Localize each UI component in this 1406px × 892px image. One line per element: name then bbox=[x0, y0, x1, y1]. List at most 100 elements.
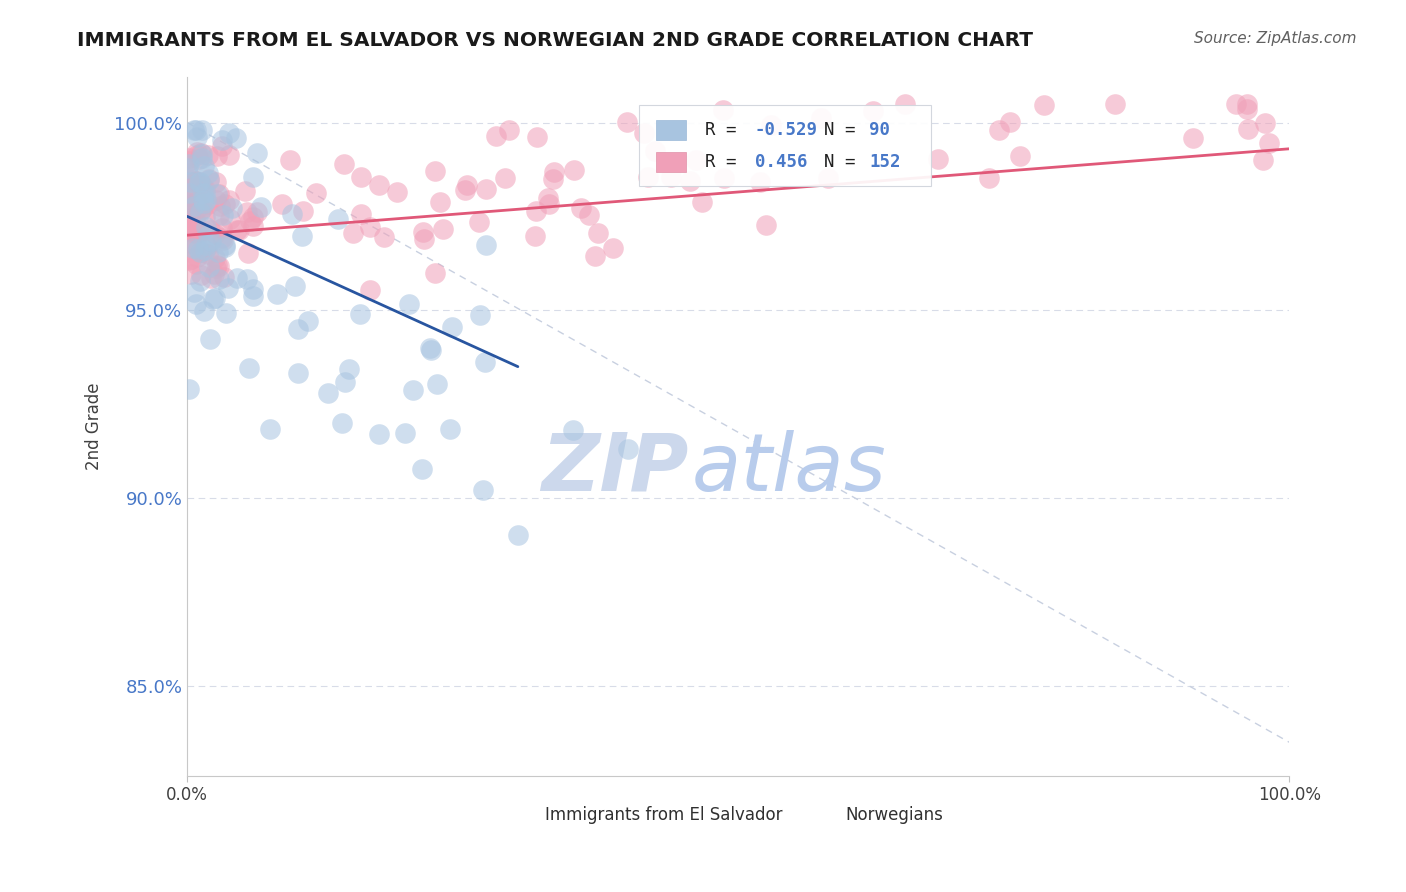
Point bbox=[246, 145, 269, 160]
Point bbox=[194, 194, 217, 208]
Point bbox=[204, 193, 226, 207]
Point bbox=[426, 376, 449, 391]
Point bbox=[412, 225, 434, 239]
Point bbox=[204, 291, 226, 305]
Point bbox=[439, 422, 461, 436]
Point bbox=[586, 226, 609, 240]
Point bbox=[214, 196, 236, 211]
Point bbox=[494, 170, 516, 185]
Point bbox=[474, 355, 496, 369]
Text: Immigrants from El Salvador: Immigrants from El Salvador bbox=[546, 806, 783, 824]
Point bbox=[1010, 149, 1032, 163]
Point bbox=[239, 214, 262, 228]
Point bbox=[537, 197, 560, 211]
Point bbox=[685, 153, 707, 167]
Point bbox=[180, 235, 202, 250]
Text: N =: N = bbox=[824, 153, 856, 171]
Text: Source: ZipAtlas.com: Source: ZipAtlas.com bbox=[1194, 31, 1357, 46]
Point bbox=[367, 178, 389, 192]
Point bbox=[208, 209, 231, 223]
Point bbox=[190, 145, 212, 160]
Point bbox=[287, 322, 309, 336]
Point bbox=[190, 245, 212, 260]
Point bbox=[177, 180, 200, 194]
Point bbox=[368, 426, 391, 441]
Point bbox=[194, 181, 217, 195]
Point bbox=[278, 153, 301, 167]
Point bbox=[637, 169, 659, 184]
Point bbox=[988, 123, 1011, 137]
Point bbox=[197, 147, 219, 161]
Point bbox=[541, 171, 564, 186]
Point bbox=[291, 204, 314, 219]
Point bbox=[197, 197, 219, 211]
Point bbox=[749, 175, 772, 189]
Point bbox=[188, 175, 211, 189]
Point bbox=[385, 185, 408, 199]
Point bbox=[266, 287, 288, 301]
Point bbox=[537, 191, 560, 205]
Point bbox=[218, 193, 240, 207]
Point bbox=[350, 169, 373, 184]
Point bbox=[225, 223, 247, 237]
Point bbox=[188, 205, 211, 219]
Point bbox=[242, 169, 264, 184]
Bar bbox=[512, 807, 540, 822]
Point bbox=[207, 271, 229, 285]
Point bbox=[350, 207, 373, 221]
Point bbox=[177, 196, 200, 211]
Point bbox=[217, 281, 239, 295]
Point bbox=[181, 240, 204, 254]
Point bbox=[180, 176, 202, 190]
Point bbox=[177, 206, 200, 220]
Point bbox=[543, 165, 565, 179]
Point bbox=[326, 211, 349, 226]
Point bbox=[349, 307, 371, 321]
Point bbox=[498, 123, 520, 137]
Point bbox=[238, 360, 260, 375]
Point bbox=[179, 211, 201, 225]
Point bbox=[186, 235, 208, 249]
Point bbox=[181, 184, 204, 198]
Point bbox=[191, 245, 214, 260]
Point bbox=[190, 178, 212, 193]
Point bbox=[226, 270, 249, 285]
Text: R =: R = bbox=[706, 153, 737, 171]
Point bbox=[198, 223, 221, 237]
Point bbox=[205, 187, 228, 202]
Point bbox=[193, 186, 215, 201]
Point bbox=[179, 174, 201, 188]
Point bbox=[180, 268, 202, 282]
Point bbox=[186, 223, 208, 237]
Point bbox=[180, 225, 202, 239]
Point bbox=[291, 228, 314, 243]
Point bbox=[186, 195, 208, 210]
Point bbox=[180, 252, 202, 266]
Point bbox=[398, 297, 420, 311]
Point bbox=[177, 214, 200, 228]
Point bbox=[617, 442, 640, 456]
Point bbox=[211, 220, 233, 235]
Point bbox=[583, 249, 606, 263]
Point bbox=[862, 103, 884, 118]
FancyBboxPatch shape bbox=[640, 105, 931, 186]
Point bbox=[633, 126, 655, 140]
Point bbox=[420, 343, 443, 358]
Point bbox=[191, 146, 214, 161]
Point bbox=[212, 270, 235, 285]
Point bbox=[713, 170, 735, 185]
Point bbox=[184, 174, 207, 188]
Point bbox=[755, 219, 778, 233]
Point bbox=[233, 184, 256, 198]
Point bbox=[246, 205, 269, 219]
Point bbox=[177, 223, 200, 237]
Bar bbox=[810, 807, 838, 822]
Point bbox=[810, 112, 832, 126]
Point bbox=[236, 272, 259, 286]
Point bbox=[197, 247, 219, 261]
Point bbox=[979, 170, 1001, 185]
Point bbox=[316, 385, 339, 400]
Point bbox=[759, 118, 782, 132]
Point bbox=[287, 367, 309, 381]
Point bbox=[562, 423, 585, 437]
